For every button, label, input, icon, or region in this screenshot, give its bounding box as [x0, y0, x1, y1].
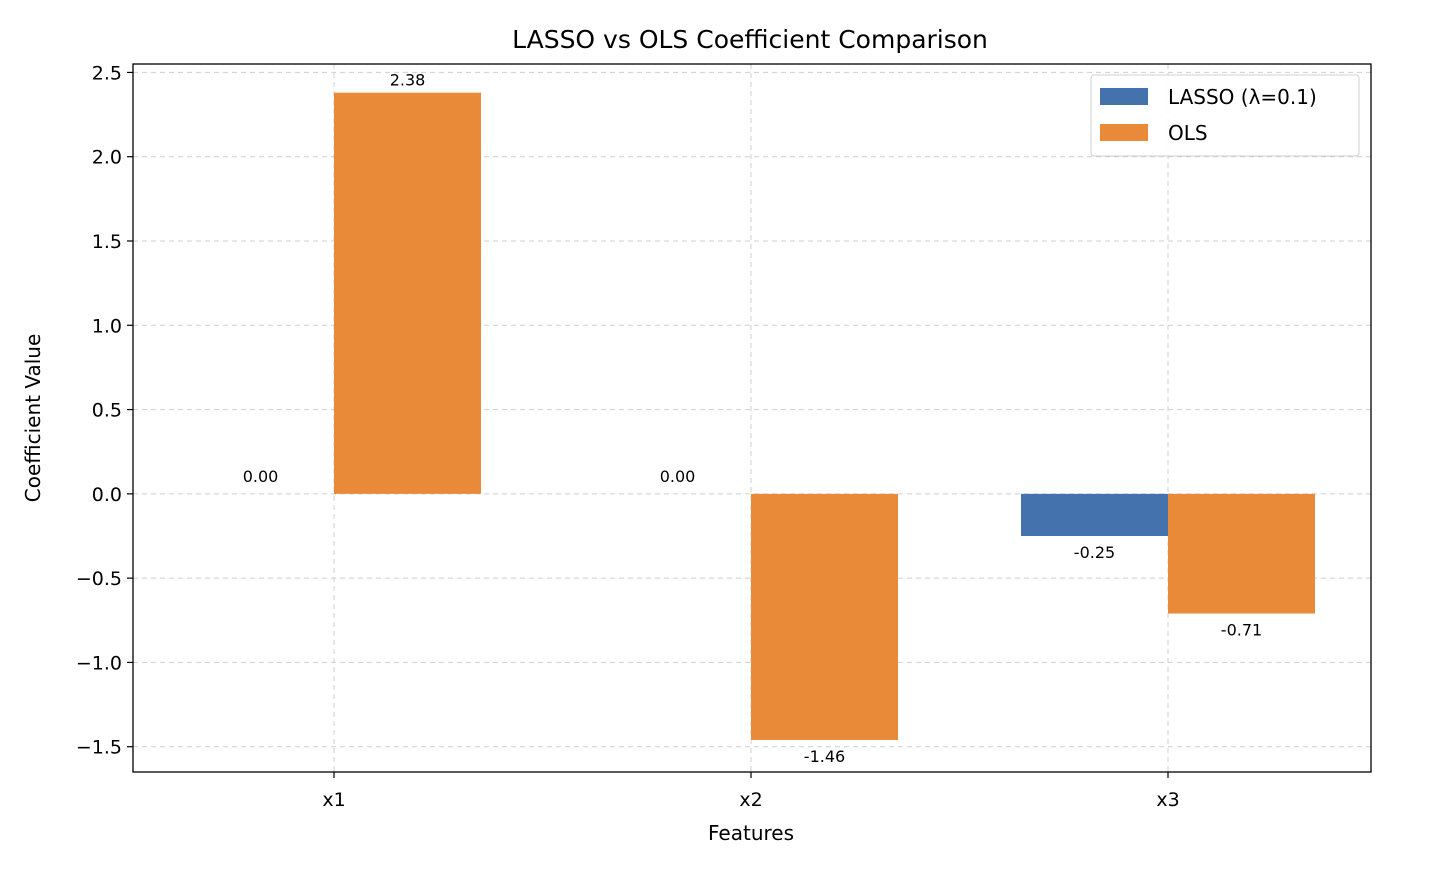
bar-lasso-x3 — [1021, 493, 1168, 536]
bar-labels-layer: 0.00 0.00 -0.25 2.38 -1.46 -0.71 — [243, 71, 1263, 766]
legend-label-lasso: LASSO (λ=0.1) — [1168, 85, 1317, 109]
y-tick-label: −1.5 — [76, 737, 122, 759]
x-tick-label: x3 — [1156, 789, 1179, 811]
y-axis-title: Coefficient Value — [21, 334, 45, 503]
bar-ols-x1 — [334, 92, 481, 494]
bar-value-label: 2.38 — [390, 71, 426, 90]
bars-layer — [334, 92, 1315, 740]
x-tick-label: x2 — [739, 789, 762, 811]
y-tick-label: 2.0 — [92, 147, 122, 169]
plot-frame — [132, 63, 1372, 773]
bar-value-label: 0.00 — [243, 467, 279, 486]
chart-title: LASSO vs OLS Coefficient Comparison — [512, 25, 988, 54]
y-tick-label: 2.5 — [92, 62, 122, 84]
legend-swatch-lasso — [1100, 88, 1148, 105]
y-tick-label: −0.5 — [76, 568, 122, 590]
y-tick-label: 1.0 — [92, 315, 122, 337]
bar-ols-x2 — [751, 493, 898, 740]
y-tick-label: 1.5 — [92, 231, 122, 253]
legend: LASSO (λ=0.1) OLS — [1090, 74, 1360, 157]
legend-box — [1090, 74, 1360, 157]
x-axis-title: Features — [708, 821, 794, 845]
legend-swatch-ols — [1100, 124, 1148, 141]
x-axis-ticks: x1 x2 x3 — [322, 772, 1180, 811]
y-tick-label: 0.0 — [92, 484, 122, 506]
bar-ols-x3 — [1168, 493, 1315, 614]
x-tick-label: x1 — [322, 789, 345, 811]
bar-value-label: -1.46 — [804, 747, 845, 766]
y-tick-label: −1.0 — [76, 652, 122, 674]
bar-value-label: -0.71 — [1221, 621, 1262, 640]
y-tick-label: 0.5 — [92, 400, 122, 422]
legend-label-ols: OLS — [1168, 121, 1208, 145]
bar-value-label: 0.00 — [660, 467, 696, 486]
bar-value-label: -0.25 — [1074, 543, 1115, 562]
y-axis-ticks: 2.5 2.0 1.5 1.0 0.5 0.0 −0.5 −1.0 −1.5 — [76, 62, 133, 759]
